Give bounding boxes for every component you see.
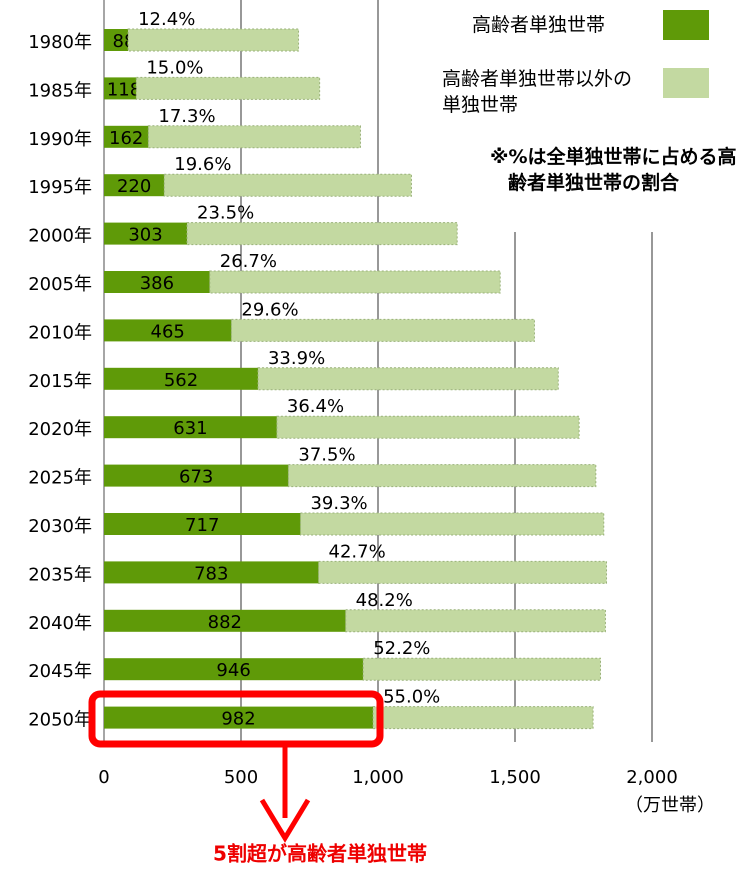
data-label: 220: [117, 176, 151, 197]
y-tick-label: 2005年: [28, 274, 92, 295]
share-label: 52.2%: [373, 638, 430, 659]
legend-swatch: [663, 68, 709, 98]
note: ※%は全単独世帯に占める高齢者単独世帯の割合: [490, 146, 737, 194]
bar: [163, 173, 412, 197]
x-unit: （万世帯）: [625, 795, 715, 816]
legend-swatch: [663, 10, 709, 40]
share-label: 23.5%: [197, 203, 254, 224]
share-label: 19.6%: [174, 154, 231, 175]
share-label: 42.7%: [329, 541, 386, 562]
bar: [372, 706, 594, 730]
share-label: 55.0%: [383, 687, 440, 708]
bar: [147, 125, 361, 149]
bar: [135, 76, 321, 100]
data-label: 562: [164, 370, 198, 391]
data-label: 882: [208, 612, 242, 633]
data-label: 673: [179, 467, 213, 488]
y-tick-label: 2020年: [28, 419, 92, 440]
share-label: 15.0%: [146, 57, 203, 78]
data-label: 162: [109, 128, 143, 149]
legend-label: 高齢者単独世帯以外の単独世帯: [442, 68, 633, 116]
bar: [104, 29, 129, 51]
y-tick-label: 1985年: [28, 80, 92, 101]
y-tick-label: 2010年: [28, 322, 92, 343]
bar: [186, 222, 458, 246]
y-tick-label: 2045年: [28, 661, 92, 682]
data-label: 783: [194, 563, 228, 584]
y-tick-label: 2025年: [28, 468, 92, 489]
y-tick-label: 2035年: [28, 564, 92, 585]
bar: [127, 28, 300, 52]
y-tick-label: 2000年: [28, 226, 92, 247]
x-tick-label: 500: [224, 767, 258, 788]
bar: [104, 77, 137, 100]
data-label: 982: [221, 709, 255, 730]
y-tick-label: 2030年: [28, 516, 92, 537]
bar: [299, 512, 605, 536]
bar: [104, 319, 232, 342]
data-label: 946: [216, 660, 250, 681]
bar: [104, 658, 364, 681]
share-label: 12.4%: [138, 9, 195, 30]
y-tick-label: 1995年: [28, 177, 92, 198]
data-label: 717: [185, 515, 219, 536]
share-label: 26.7%: [220, 251, 277, 272]
bar: [104, 513, 301, 535]
bar: [318, 560, 608, 584]
data-label: 118: [107, 79, 141, 100]
x-tick-label: 2,000: [626, 767, 678, 788]
y-tick-label: 2050年: [28, 710, 92, 731]
bar: [287, 464, 597, 488]
share-label: 36.4%: [287, 396, 344, 417]
legend-label: 高齢者単独世帯: [472, 14, 606, 36]
data-label: 303: [128, 225, 162, 246]
bar: [345, 609, 606, 633]
share-label: 37.5%: [298, 445, 355, 466]
bar: [209, 270, 501, 294]
share-label: 48.2%: [356, 590, 413, 611]
data-label: 386: [140, 273, 174, 294]
highlight-box: [88, 690, 384, 748]
x-tick-label: 1,500: [489, 767, 541, 788]
bar: [257, 367, 559, 391]
bar: [362, 657, 601, 681]
bar: [104, 174, 165, 197]
share-label: 29.6%: [241, 299, 298, 320]
x-tick-label: 1,000: [352, 767, 404, 788]
data-label: 631: [173, 418, 207, 439]
bar: [104, 222, 188, 245]
bar: [104, 125, 149, 148]
share-label: 17.3%: [158, 106, 215, 127]
bar: [104, 706, 374, 729]
bar: [276, 415, 580, 439]
bar: [104, 367, 258, 390]
bar: [104, 561, 319, 584]
bar: [104, 609, 346, 632]
y-tick-label: 2015年: [28, 371, 92, 392]
callout: 5割超が高齢者単独世帯: [213, 842, 427, 866]
x-tick-label: 0: [98, 767, 109, 788]
share-label: 39.3%: [310, 493, 367, 514]
y-tick-label: 2040年: [28, 613, 92, 634]
arrow-head: [259, 798, 311, 843]
bar: [104, 416, 277, 439]
bar: [230, 318, 535, 342]
share-label: 33.9%: [268, 348, 325, 369]
bar: [104, 464, 289, 487]
y-tick-label: 1990年: [28, 129, 92, 150]
bar: [104, 271, 210, 293]
data-label: 465: [151, 321, 185, 342]
y-tick-label: 1980年: [28, 32, 92, 53]
